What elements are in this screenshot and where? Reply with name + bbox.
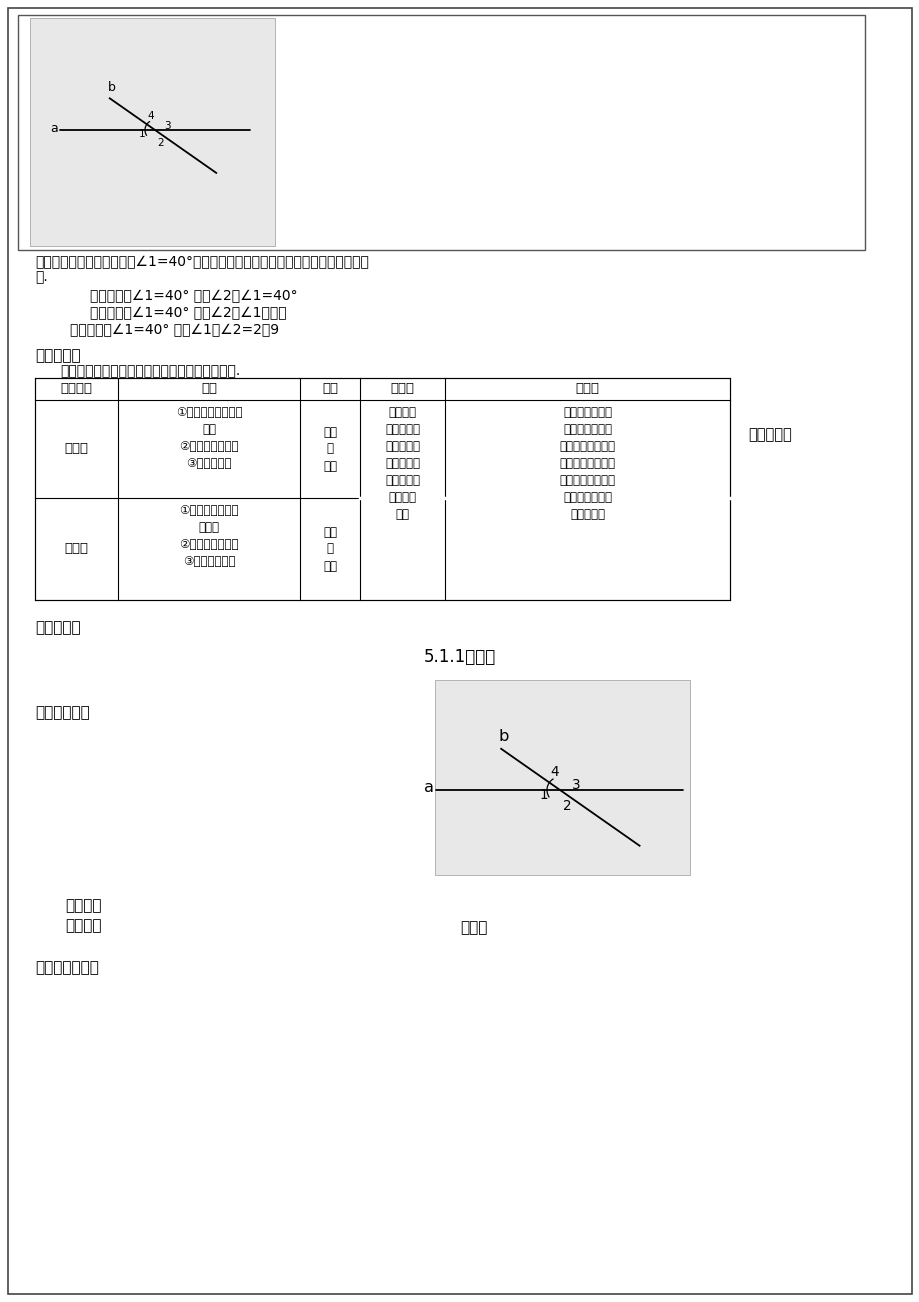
Text: 对顶角没有公共
边而邻补角有一
条公共边；两条直
线相交时，一个有
的对顶角有一个，
而一个角的邻补
角有两个。: 对顶角没有公共 边而邻补角有一 条公共边；两条直 线相交时，一个有 的对顶角有一… (559, 406, 615, 521)
Text: 例题：: 例题： (460, 921, 487, 935)
Text: 特征: 特征 (200, 383, 217, 396)
Text: 性质: 性质 (322, 383, 337, 396)
Text: 归纳小结：: 归纳小结： (35, 348, 81, 363)
Text: 作业布置：: 作业布置： (747, 427, 791, 443)
Text: 3: 3 (572, 777, 580, 792)
Text: 对顶
角
相等: 对顶 角 相等 (323, 426, 336, 473)
Text: 对顶角: 对顶角 (64, 443, 88, 456)
Text: 学生活动：让学生把例题中∠1=40°这个条件换成其他条件，而结论不变，自编几道: 学生活动：让学生把例题中∠1=40°这个条件换成其他条件，而结论不变，自编几道 (35, 255, 369, 270)
Text: 4: 4 (147, 111, 154, 121)
Text: ①两条直线相交面
成的角
②有一个公共顶点
③有一条公共边: ①两条直线相交面 成的角 ②有一个公共顶点 ③有一条公共边 (179, 504, 239, 568)
Text: 学生活动：表格中的结论均由学生自己口答填出.: 学生活动：表格中的结论均由学生自己口答填出. (60, 365, 240, 378)
Text: 5.1.1相交线: 5.1.1相交线 (424, 648, 495, 667)
Text: 邻补角：: 邻补角： (65, 898, 101, 913)
Text: a: a (424, 780, 434, 796)
Text: 角的名称: 角的名称 (61, 383, 93, 396)
Text: 画一个相交线: 画一个相交线 (35, 704, 90, 720)
Text: 变式３：把∠1=40° 变为∠1：∠2=2：9: 变式３：把∠1=40° 变为∠1：∠2=2：9 (70, 323, 278, 337)
Bar (30, 18, 275, 246)
Text: 对顶角：: 对顶角： (65, 918, 101, 934)
Text: 2: 2 (157, 138, 164, 147)
Text: ①两条直线相交面成
的角
②有一个公共顶点
③没有公共边: ①两条直线相交面成 的角 ②有一个公共顶点 ③没有公共边 (176, 406, 242, 470)
Text: 板书设计：: 板书设计： (35, 620, 81, 635)
Bar (435, 680, 689, 875)
Text: 4: 4 (550, 764, 558, 779)
Text: 1: 1 (539, 789, 548, 802)
Bar (35, 378, 729, 600)
Text: 课后教学反思：: 课后教学反思： (35, 960, 98, 975)
Text: b: b (108, 81, 115, 94)
Text: 相同点: 相同点 (390, 383, 414, 396)
Bar (18, 16, 864, 250)
Text: 邻补角: 邻补角 (64, 543, 88, 556)
Text: 题.: 题. (35, 270, 48, 284)
Text: 变式２：把∠1=40° 变为∠2是∠1的３倍: 变式２：把∠1=40° 变为∠2是∠1的３倍 (90, 306, 287, 320)
Text: 不同点: 不同点 (575, 383, 599, 396)
Text: b: b (497, 729, 508, 743)
Text: 邻补
角
互补: 邻补 角 互补 (323, 526, 336, 573)
Text: 变式１：把∠1=40° 变为∠2－∠1=40°: 变式１：把∠1=40° 变为∠2－∠1=40° (90, 289, 298, 303)
Text: 2: 2 (562, 799, 571, 814)
Text: a: a (51, 121, 58, 134)
Text: 3: 3 (165, 121, 171, 130)
Text: 1: 1 (139, 129, 145, 139)
Text: 都是两直
线相交而成
的角，都有
一个公共顶
点，它们都
是成对出
现。: 都是两直 线相交而成 的角，都有 一个公共顶 点，它们都 是成对出 现。 (384, 406, 420, 521)
